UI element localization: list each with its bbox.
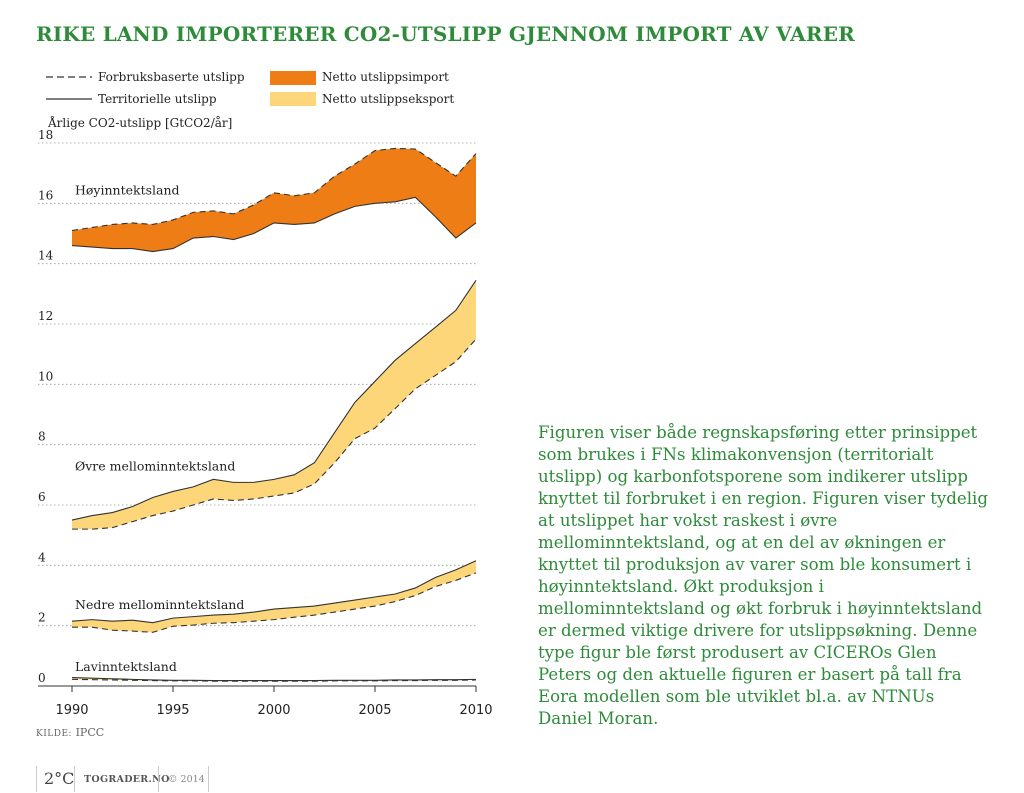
source-label: KILDE: — [36, 729, 73, 739]
footer-divider — [36, 766, 37, 792]
series-label: Øvre mellominntektsland — [75, 458, 235, 473]
x-tick-label: 1995 — [156, 703, 189, 718]
x-tick-label: 2010 — [459, 703, 492, 718]
territorial-line — [71, 560, 477, 624]
y-tick-label: 6 — [38, 490, 46, 504]
legend-territorial: Territorielle utslipp — [98, 92, 217, 106]
legend-export: Netto utslippseksport — [322, 92, 455, 106]
x-tick-label: 1990 — [55, 703, 88, 718]
tograder-logo-icon: 2°C — [44, 769, 75, 788]
y-tick-label: 4 — [38, 550, 46, 564]
y-tick-label: 2 — [38, 611, 46, 625]
y-axis-label: Årlige CO2-utslipp [GtCO2/år] — [48, 116, 233, 130]
series-label: Høyinntektsland — [75, 182, 180, 197]
y-tick-label: 10 — [38, 369, 53, 383]
x-tick-label: 2000 — [257, 703, 290, 718]
footer-divider — [208, 766, 209, 792]
legend-export-swatch-icon — [270, 92, 316, 106]
description-text: Figuren viser både regnskapsføring etter… — [538, 422, 988, 730]
area-band — [72, 280, 476, 530]
consumption-line — [71, 678, 477, 682]
source-line: KILDE: IPCC — [36, 726, 104, 739]
emissions-chart: 0 2 4 6 8 10 12 14 16 18 1990 1995 2000 2005 2010 Høyin… — [38, 128, 493, 718]
series-label: Lavinntektsland — [75, 659, 177, 674]
y-tick-label: 14 — [38, 249, 54, 263]
y-tick-label: 8 — [38, 430, 46, 444]
territorial-line — [71, 677, 477, 682]
area-band — [72, 560, 476, 633]
description-paragraph: Figuren viser både regnskapsføring etter… — [538, 423, 988, 728]
legend-solid-line-icon — [46, 98, 92, 100]
y-tick-label: 0 — [38, 671, 46, 685]
area-band — [72, 148, 476, 252]
series-label: Nedre mellominntektsland — [75, 597, 244, 612]
legend-consumption: Forbruksbaserte utslipp — [98, 70, 245, 84]
footer-site-link[interactable]: TOGRADER.NO — [84, 774, 170, 785]
y-tick-label: 16 — [38, 188, 53, 202]
chart-title: RIKE LAND IMPORTERER CO2-UTSLIPP GJENNOM… — [36, 22, 855, 46]
source-value: IPCC — [75, 726, 105, 739]
y-tick-label: 12 — [38, 309, 53, 323]
footer-divider — [74, 766, 75, 792]
consumption-line — [72, 572, 477, 633]
footer-copyright: © 2014 — [168, 774, 205, 785]
footer-divider — [158, 766, 159, 792]
x-tick-label: 2005 — [358, 703, 391, 718]
legend-import: Netto utslippsimport — [322, 70, 449, 84]
y-tick-label: 18 — [38, 128, 53, 142]
legend-import-swatch-icon — [270, 71, 316, 85]
territorial-line — [71, 196, 477, 253]
legend-dashed-line-icon — [46, 76, 92, 78]
territorial-line — [71, 279, 477, 521]
